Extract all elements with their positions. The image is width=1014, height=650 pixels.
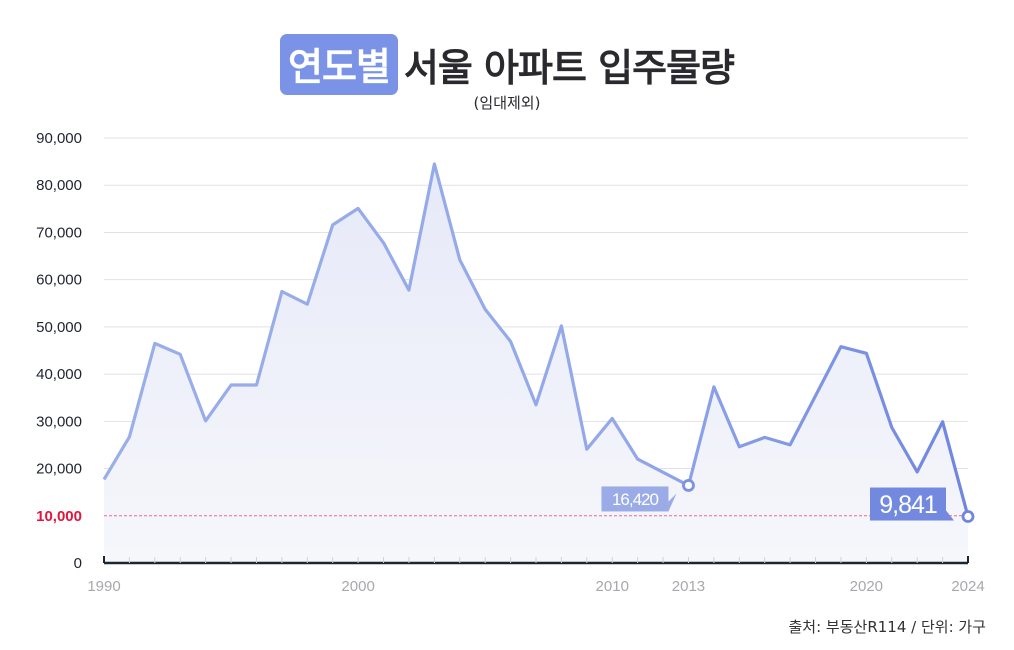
y-tick-label: 20,000 <box>36 461 82 478</box>
x-tick-label: 2024 <box>951 578 984 595</box>
annotation-box <box>870 487 946 521</box>
annotation-label: 16,420 <box>612 490 659 509</box>
y-axis-labels: 0 10,000 20,000 30,000 40,000 50,000 60,000 70,… <box>36 130 82 572</box>
annotation-label: 9,841 <box>879 491 937 519</box>
chart-title: 연도별 서울 아파트 입주물량 <box>0 34 1014 95</box>
y-tick-label: 90,000 <box>36 130 82 147</box>
title-main: 서울 아파트 입주물량 <box>403 46 735 90</box>
y-tick-label: 50,000 <box>36 319 82 336</box>
y-tick-label: 70,000 <box>36 224 82 241</box>
x-tick-label: 2010 <box>596 578 629 595</box>
y-tick-label: 80,000 <box>36 177 82 194</box>
data-line <box>102 162 970 517</box>
y-tick-label: 60,000 <box>36 272 82 289</box>
y-tick-label: 40,000 <box>36 366 82 383</box>
area-fill <box>104 164 968 563</box>
title-badge: 연도별 <box>280 34 398 95</box>
x-tick-label: 2020 <box>850 578 883 595</box>
x-tick-label: 2000 <box>341 578 374 595</box>
y-tick-label: 10,000 <box>36 508 82 525</box>
data-point-marker <box>961 510 975 523</box>
data-point-marker <box>682 479 695 492</box>
data-annotations: 16,420 9,841 <box>601 479 975 523</box>
x-tick-label: 2013 <box>672 578 705 595</box>
annotation-box <box>601 486 669 512</box>
chart-subtitle: (임대제외) <box>473 94 541 112</box>
x-axis: 1990 2000 2010 2013 2020 2024 <box>87 556 985 595</box>
x-tick-label: 1990 <box>87 578 120 595</box>
y-tick-label: 30,000 <box>36 413 82 430</box>
source-note: 출처: 부동산R114 / 단위: 가구 <box>788 618 987 636</box>
y-tick-label: 0 <box>74 555 82 572</box>
